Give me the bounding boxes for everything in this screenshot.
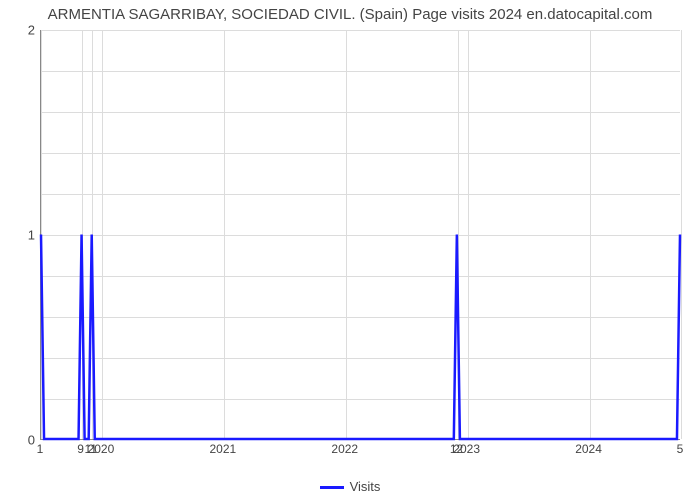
plot-area <box>40 30 680 440</box>
chart-title: ARMENTIA SAGARRIBAY, SOCIEDAD CIVIL. (Sp… <box>0 6 700 23</box>
xtick-label: 11 <box>85 442 97 456</box>
xtick-label: 5 <box>677 442 684 456</box>
xtick-label: 1 <box>37 442 44 456</box>
xtick-label: 2022 <box>331 442 358 456</box>
ytick-label: 2 <box>5 23 35 38</box>
legend-label: Visits <box>350 479 381 494</box>
xtick-label: 2024 <box>575 442 602 456</box>
ytick-label: 0 <box>5 433 35 448</box>
legend-swatch <box>320 486 344 489</box>
xtick-label: 12 <box>450 442 463 456</box>
xtick-label: 2021 <box>209 442 236 456</box>
ytick-label: 1 <box>5 228 35 243</box>
legend: Visits <box>0 479 700 494</box>
visits-line <box>41 30 680 439</box>
xtick-label: 9 <box>77 442 84 456</box>
